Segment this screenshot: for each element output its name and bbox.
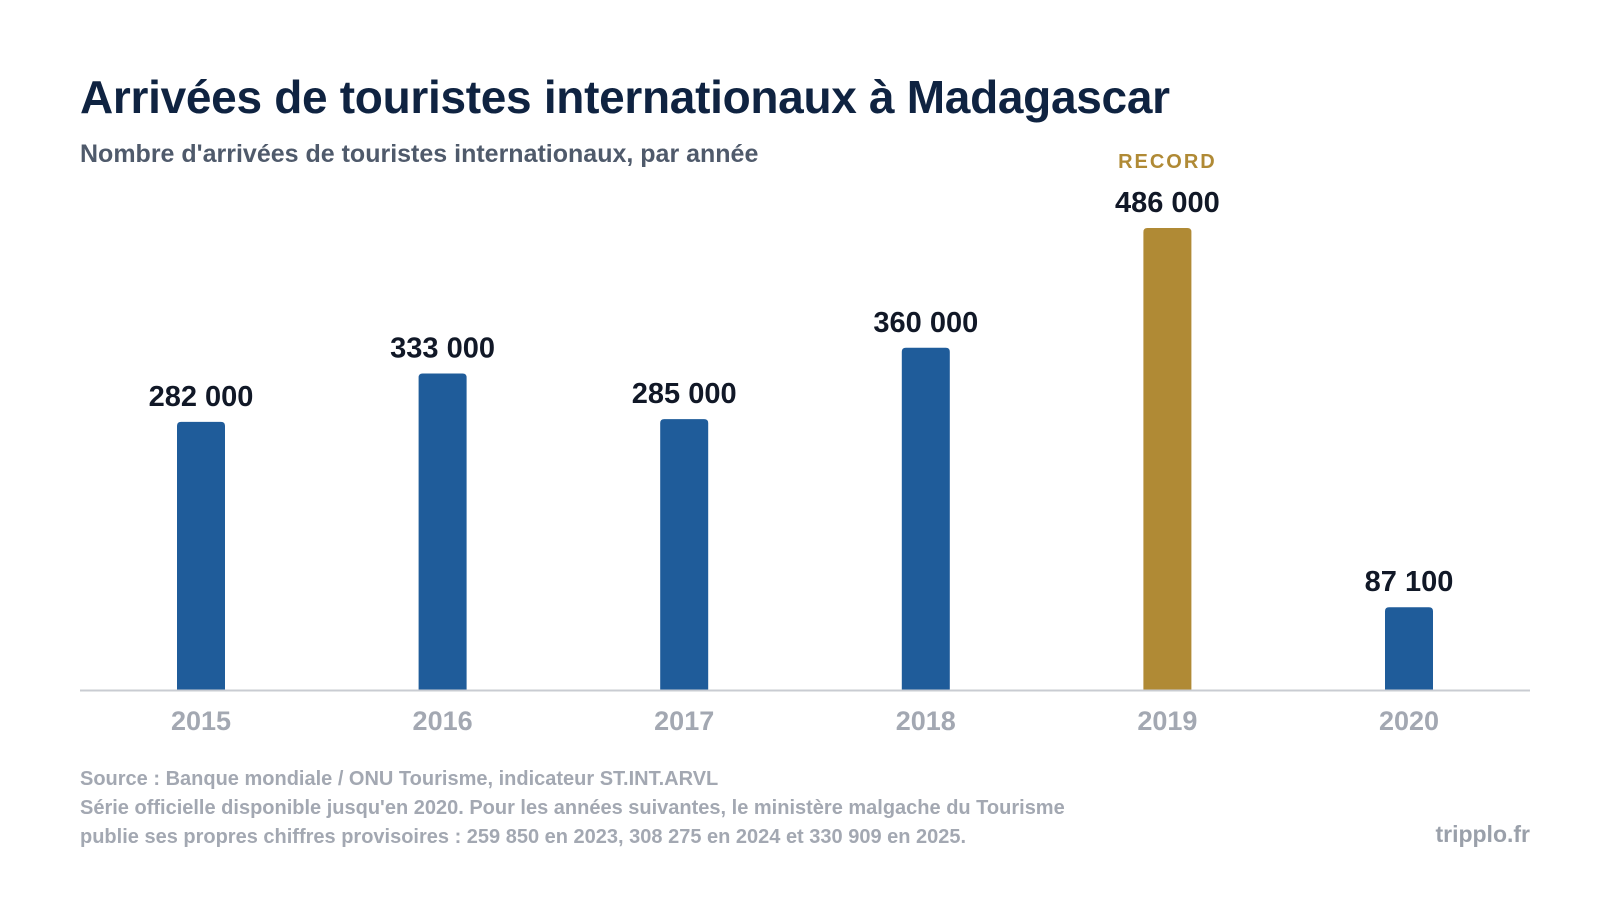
data-label: 486 000 (1115, 187, 1220, 219)
record-label: RECORD (1118, 151, 1217, 173)
bar (1385, 607, 1433, 690)
x-tick-label: 2018 (896, 706, 956, 736)
series-note-line-1: Série officielle disponible jusqu'en 202… (80, 797, 1065, 819)
source-note: Source : Banque mondiale / ONU Tourisme,… (80, 768, 719, 790)
x-tick-label: 2017 (654, 706, 714, 736)
bar (660, 419, 709, 690)
data-label: 333 000 (390, 332, 495, 364)
chart-title: Arrivées de touristes internationaux à M… (80, 71, 1170, 123)
data-label: 87 100 (1365, 566, 1454, 598)
x-tick-label: 2020 (1379, 706, 1439, 736)
x-tick-label: 2015 (171, 706, 231, 736)
chart-subtitle: Nombre d'arrivées de touristes internati… (80, 140, 759, 168)
data-label: 360 000 (873, 307, 978, 339)
bar (177, 421, 225, 690)
data-label: 285 000 (632, 378, 737, 410)
bar-highlight (1143, 228, 1192, 690)
chart-footer: Source : Banque mondiale / ONU Tourisme,… (80, 765, 1065, 852)
series-note-line-2: publie ses propres chiffres provisoires … (80, 826, 967, 848)
data-label: 282 000 (149, 381, 254, 413)
x-tick-label: 2019 (1137, 706, 1197, 736)
x-tick-label: 2016 (413, 706, 473, 736)
bar-chart: 282 000 2015 333 000 2016 285 000 2017 360 000… (80, 151, 1530, 736)
bar (901, 347, 950, 690)
bar (418, 373, 467, 690)
brand-link[interactable]: tripplo.fr (1435, 821, 1530, 847)
